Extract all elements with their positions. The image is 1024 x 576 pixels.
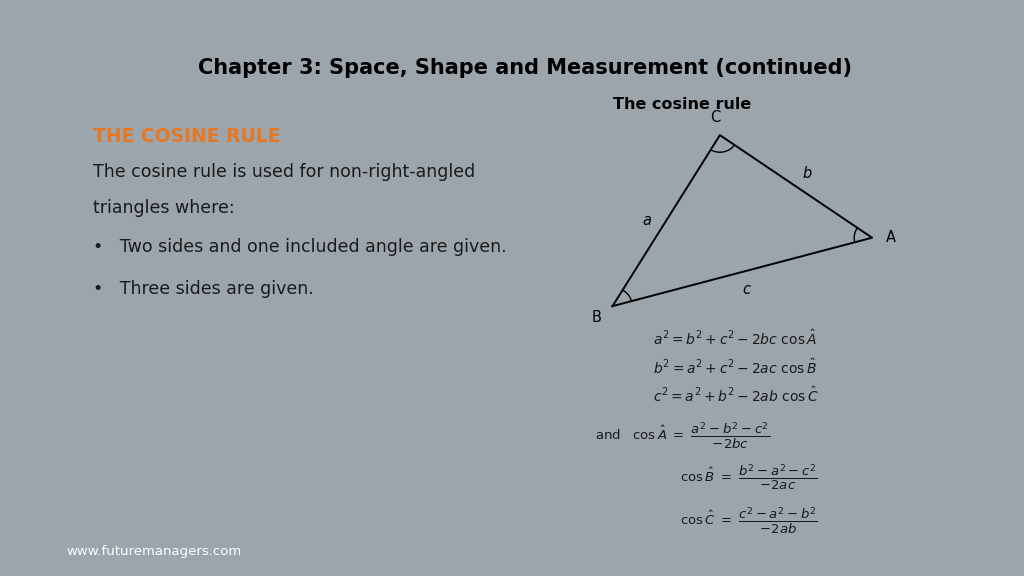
Text: The cosine rule: The cosine rule <box>612 97 751 112</box>
Text: C: C <box>711 110 721 125</box>
Text: A: A <box>886 230 895 245</box>
Text: The cosine rule is used for non-right-angled: The cosine rule is used for non-right-an… <box>93 164 476 181</box>
Text: $a^2 = b^2 + c^2 - 2bc\ \cos\hat{A}$: $a^2 = b^2 + c^2 - 2bc\ \cos\hat{A}$ <box>652 329 817 348</box>
Text: and   $\cos\hat{A}\ =\ \dfrac{a^2 - b^2 - c^2}{-2bc}$: and $\cos\hat{A}\ =\ \dfrac{a^2 - b^2 - … <box>595 420 770 450</box>
Text: a: a <box>642 213 651 228</box>
Text: www.futuremanagers.com: www.futuremanagers.com <box>67 545 242 558</box>
Text: c: c <box>742 282 751 297</box>
Text: $\cos\hat{B}\ =\ \dfrac{b^2 - a^2 - c^2}{-2ac}$: $\cos\hat{B}\ =\ \dfrac{b^2 - a^2 - c^2}… <box>680 463 817 492</box>
Text: $b^2 = a^2 + c^2 - 2ac\ \cos\hat{B}$: $b^2 = a^2 + c^2 - 2ac\ \cos\hat{B}$ <box>652 358 817 377</box>
Text: THE COSINE RULE: THE COSINE RULE <box>93 127 281 146</box>
Text: triangles where:: triangles where: <box>93 199 236 217</box>
Text: Chapter 3: Space, Shape and Measurement (continued): Chapter 3: Space, Shape and Measurement … <box>198 58 852 78</box>
Text: b: b <box>802 166 811 181</box>
Text: •   Three sides are given.: • Three sides are given. <box>93 281 314 298</box>
Text: B: B <box>592 310 601 325</box>
Text: $c^2 = a^2 + b^2 - 2ab\ \cos\hat{C}$: $c^2 = a^2 + b^2 - 2ab\ \cos\hat{C}$ <box>652 386 819 405</box>
Text: $\cos\hat{C}\ =\ \dfrac{c^2 - a^2 - b^2}{-2ab}$: $\cos\hat{C}\ =\ \dfrac{c^2 - a^2 - b^2}… <box>680 505 817 536</box>
Text: •   Two sides and one included angle are given.: • Two sides and one included angle are g… <box>93 238 507 256</box>
